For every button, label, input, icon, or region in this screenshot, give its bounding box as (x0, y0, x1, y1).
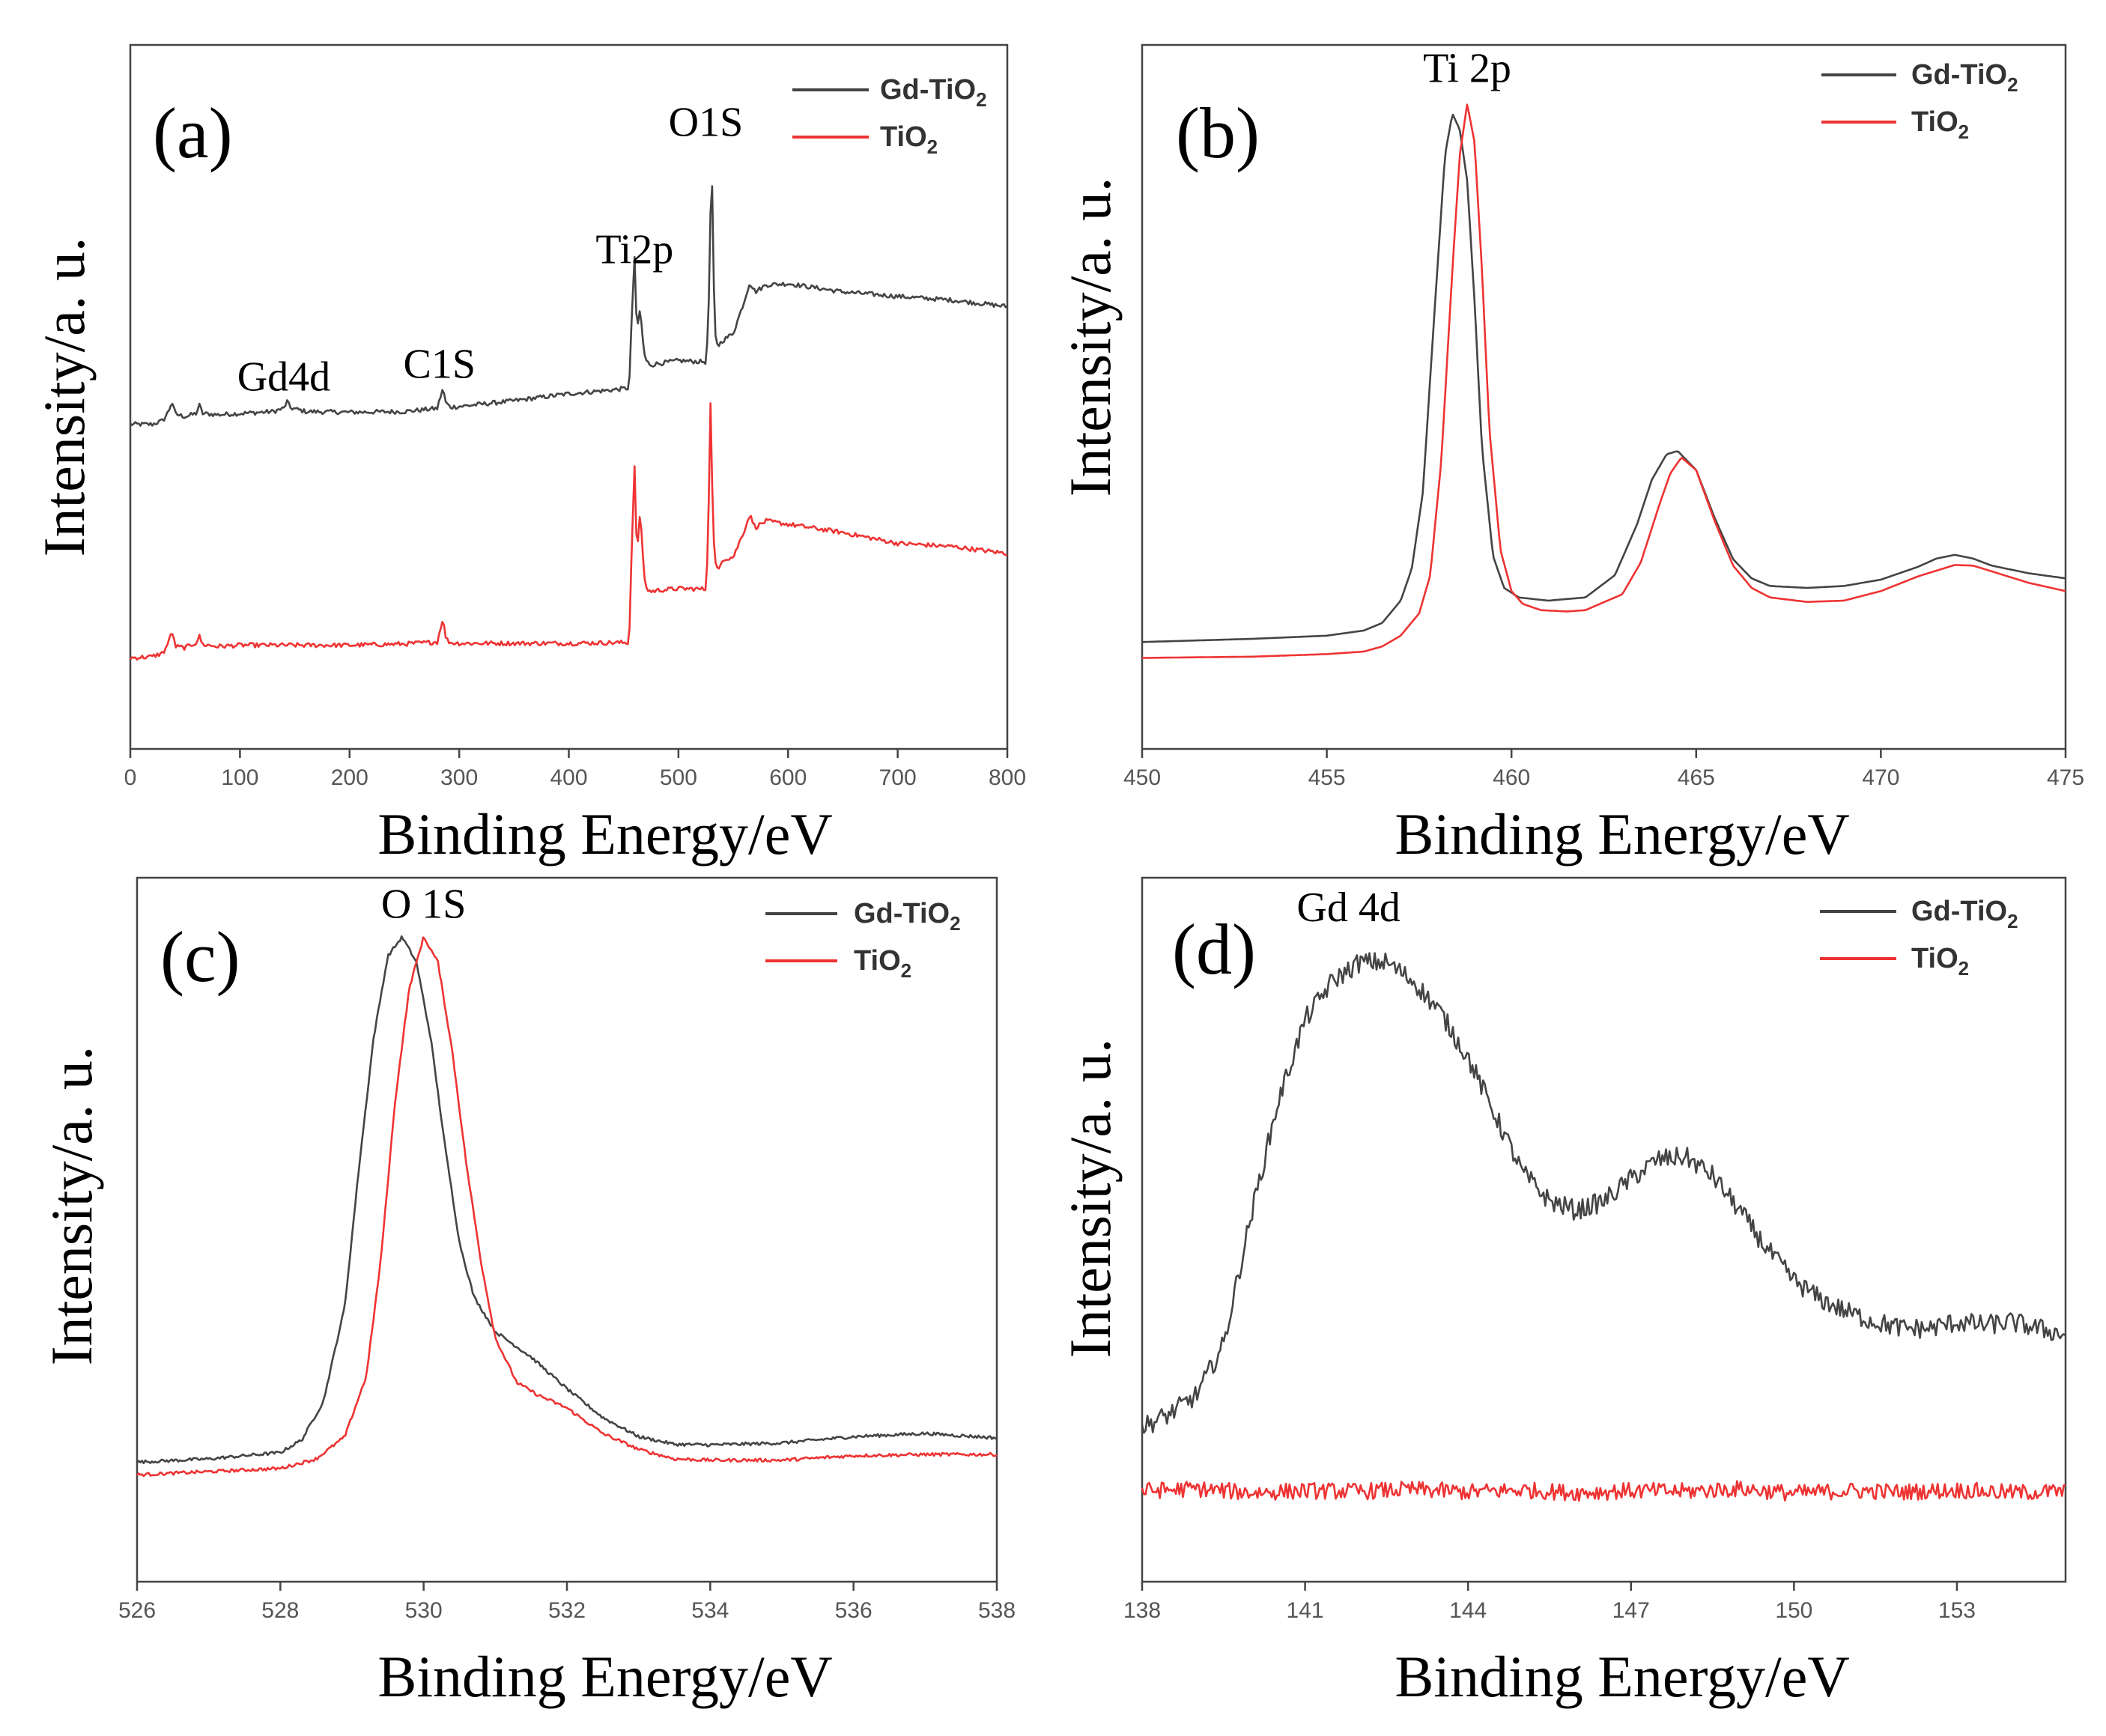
panel-a-x-tick-label: 300 (440, 765, 478, 790)
panel-c-x-tick-label: 530 (405, 1598, 443, 1623)
panel-d-plot-frame (1141, 876, 2067, 1583)
panel-b-x-tick-label: 465 (1678, 765, 1715, 790)
panel-d-legend-label-tio2: TiO2 (1911, 943, 1969, 980)
panel-a-legend-label-gd-tio2: Gd-TiO2 (880, 74, 987, 111)
panel-a: 0 100 200 300 400 500 600 700 800 (a) Gd-TiO2 Ti… (31, 43, 1026, 867)
panel-b-legend: Gd-TiO2 TiO2 (1821, 59, 2018, 143)
panel-c-x-tick-label: 532 (548, 1598, 586, 1623)
panel-d-x-tick-label: 153 (1938, 1598, 1976, 1623)
panel-b-series-tio2 (1142, 103, 2066, 659)
panel-d-x-ticks: 138 141 144 147 150 153 (1123, 1582, 1976, 1623)
panel-a-y-axis-label: Intensity/a. u. (31, 237, 97, 557)
panel-c-x-tick-label: 528 (261, 1598, 299, 1623)
panel-c-x-tick-label: 538 (978, 1598, 1016, 1623)
panel-c-series-gd-tio2 (136, 935, 998, 1465)
panel-d: 138 141 144 147 150 153 (d) Gd-TiO2 TiO2 Gd 4… (1057, 876, 2067, 1709)
panel-c-annotations: O 1S (381, 881, 467, 928)
panel-b-annotations: Ti 2p (1423, 45, 1511, 91)
panel-d-legend: Gd-TiO2 TiO2 (1820, 896, 2018, 980)
panel-c-x-tick-label: 526 (118, 1598, 156, 1623)
panel-d-series-tio2 (1141, 1480, 2066, 1502)
panel-a-series-gd-tio2 (130, 185, 1008, 427)
panel-b-series (1141, 103, 2066, 659)
panel-b-series-gd-tio2 (1141, 113, 2066, 643)
panel-d-annotation-gd-4d: Gd 4d (1296, 884, 1400, 931)
panel-b-plot-frame (1141, 43, 2067, 750)
panel-b-legend-label-gd-tio2: Gd-TiO2 (1911, 59, 2018, 96)
panel-c-annotation-o-1s: O 1S (381, 881, 467, 928)
panel-b-x-tick-label: 450 (1123, 765, 1161, 790)
panel-a-series-tio2 (129, 402, 1008, 661)
panel-b-x-tick-label: 460 (1493, 765, 1530, 790)
panel-c-legend-label-tio2: TiO2 (854, 945, 911, 982)
panel-b-x-tick-label: 475 (2047, 765, 2084, 790)
panel-c: 526 528 530 532 534 536 538 (c) Gd-TiO2 TiO2 O… (39, 876, 1016, 1709)
panel-d-y-axis-label: Intensity/a. u. (1057, 1039, 1123, 1359)
panel-a-label: (a) (153, 93, 233, 173)
panel-a-annotation-c1s: C1S (404, 342, 476, 388)
panel-b-x-tick-label: 470 (1862, 765, 1899, 790)
panel-d-x-tick-label: 147 (1612, 1598, 1650, 1623)
panel-c-series (136, 935, 998, 1478)
panel-a-annotation-o1s: O1S (669, 100, 744, 146)
panel-b: 450 455 460 465 470 475 (b) Gd-TiO2 TiO2 Ti 2… (1057, 43, 2084, 867)
panel-a-x-tick-label: 800 (989, 765, 1026, 790)
panel-d-series-gd-tio2 (1141, 952, 2066, 1434)
panel-d-x-tick-label: 150 (1775, 1598, 1812, 1623)
panel-d-x-tick-label: 138 (1123, 1598, 1161, 1623)
panel-d-x-tick-label: 144 (1449, 1598, 1487, 1623)
panel-b-y-axis-label: Intensity/a. u. (1057, 177, 1123, 497)
panel-b-x-ticks: 450 455 460 465 470 475 (1123, 749, 2084, 790)
panel-a-x-tick-label: 100 (221, 765, 258, 790)
panel-a-series (129, 185, 1008, 661)
panel-a-x-ticks: 0 100 200 300 400 500 600 700 800 (124, 749, 1026, 790)
panel-d-legend-label-gd-tio2: Gd-TiO2 (1911, 896, 2018, 932)
panel-b-legend-label-tio2: TiO2 (1911, 106, 1969, 143)
panel-a-x-tick-label: 700 (879, 765, 917, 790)
panel-a-legend-label-tio2: TiO2 (880, 121, 938, 158)
panel-a-x-tick-label: 200 (331, 765, 368, 790)
panel-a-annotation-gd4d: Gd4d (237, 354, 330, 401)
panel-b-label: (b) (1176, 93, 1260, 173)
panel-d-annotations: Gd 4d (1296, 884, 1400, 931)
panel-c-plot-frame (136, 876, 998, 1583)
panel-a-x-tick-label: 0 (124, 765, 137, 790)
panel-c-x-axis-label: Binding Energy/eV (377, 1644, 832, 1709)
panel-c-x-tick-label: 536 (835, 1598, 873, 1623)
panel-a-annotations: Gd4d C1S Ti2p O1S (237, 100, 744, 401)
panel-a-x-tick-label: 500 (660, 765, 697, 790)
panel-c-legend-label-gd-tio2: Gd-TiO2 (854, 898, 961, 935)
panel-d-x-axis-label: Binding Energy/eV (1395, 1644, 1849, 1709)
panel-c-label: (c) (160, 917, 240, 997)
panel-a-x-tick-label: 600 (769, 765, 807, 790)
panel-c-y-axis-label: Intensity/a. u. (39, 1046, 104, 1366)
panel-b-annotation-ti-2p: Ti 2p (1423, 45, 1511, 91)
panel-d-x-tick-label: 141 (1287, 1598, 1324, 1623)
panel-a-legend: Gd-TiO2 TiO2 (792, 74, 987, 158)
panel-d-series (1141, 952, 2066, 1502)
panel-d-label: (d) (1172, 909, 1256, 989)
panel-c-x-tick-label: 534 (691, 1598, 729, 1623)
panel-b-x-tick-label: 455 (1308, 765, 1346, 790)
panel-c-x-ticks: 526 528 530 532 534 536 538 (118, 1582, 1016, 1623)
panel-c-legend: Gd-TiO2 TiO2 (765, 898, 961, 982)
panel-a-x-axis-label: Binding Energy/eV (377, 801, 832, 867)
panel-c-series-tio2 (136, 936, 998, 1478)
panel-a-annotation-ti2p: Ti2p (595, 227, 673, 273)
panel-b-x-axis-label: Binding Energy/eV (1395, 801, 1849, 867)
panel-a-x-tick-label: 400 (550, 765, 587, 790)
